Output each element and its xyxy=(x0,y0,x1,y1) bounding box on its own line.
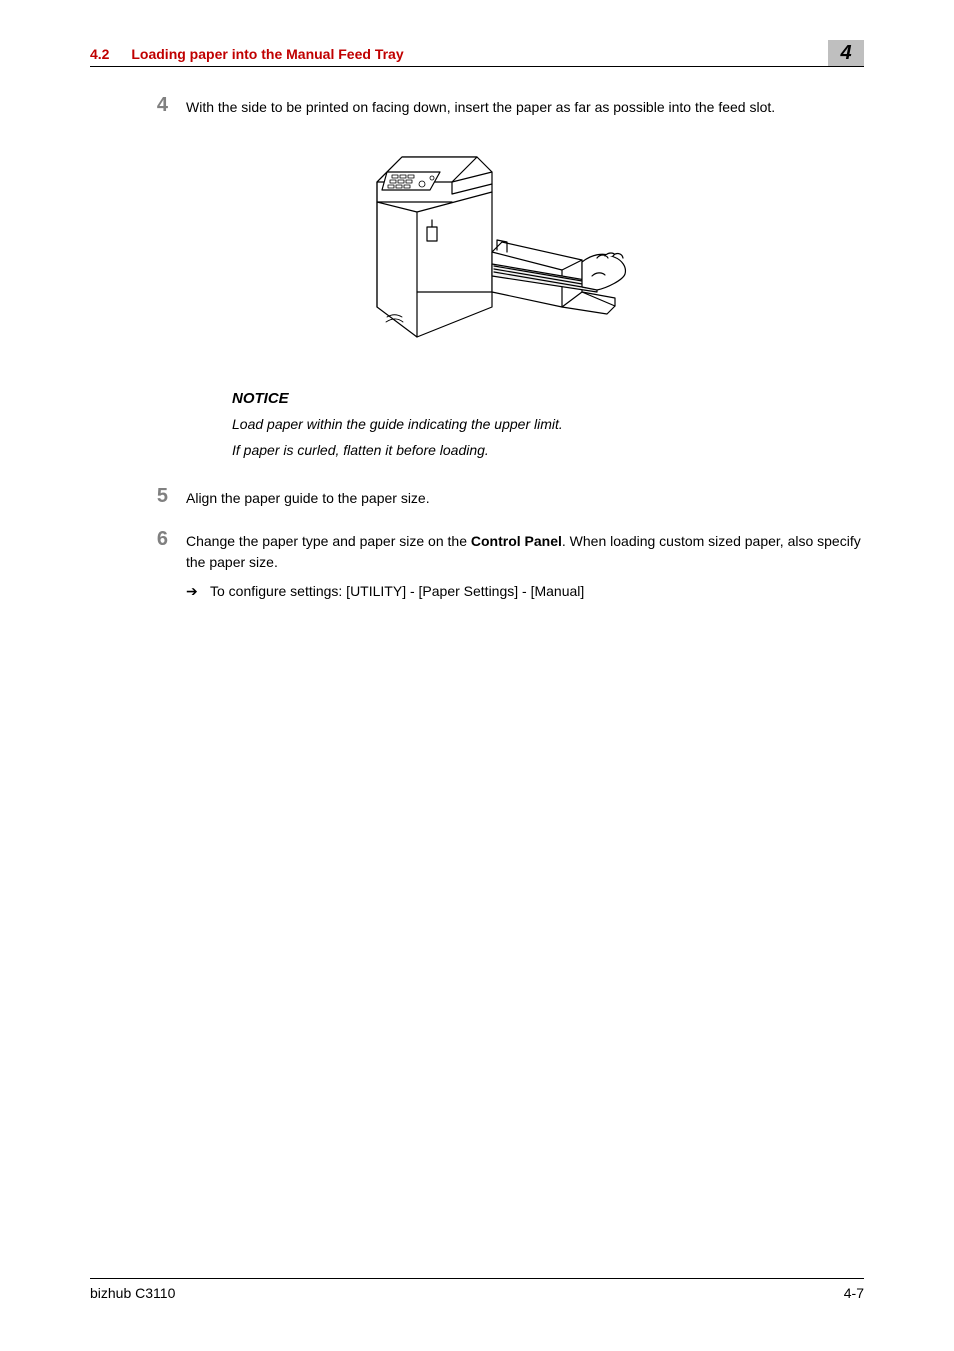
substep-text: To configure settings: [UTILITY] - [Pape… xyxy=(210,581,864,602)
page-header: 4.2 Loading paper into the Manual Feed T… xyxy=(90,40,864,67)
section-heading: 4.2 Loading paper into the Manual Feed T… xyxy=(90,46,828,62)
section-title: Loading paper into the Manual Feed Tray xyxy=(131,46,403,62)
step-6: 6 Change the paper type and paper size o… xyxy=(120,529,864,602)
footer-right: 4-7 xyxy=(844,1285,864,1301)
notice-line-2: If paper is curled, flatten it before lo… xyxy=(232,439,864,461)
printer-svg-icon xyxy=(342,142,642,362)
step-number: 6 xyxy=(120,529,186,549)
arrow-icon: ➔ xyxy=(186,581,210,602)
step-text-pre: Change the paper type and paper size on … xyxy=(186,533,471,549)
step-body: Align the paper guide to the paper size. xyxy=(186,486,864,515)
notice-block: NOTICE Load paper within the guide indic… xyxy=(232,390,864,462)
step-number: 4 xyxy=(120,95,186,115)
step-body: With the side to be printed on facing do… xyxy=(186,95,864,124)
chapter-number: 4 xyxy=(840,42,851,65)
chapter-tab: 4 xyxy=(828,40,864,66)
step-body: Change the paper type and paper size on … xyxy=(186,529,864,602)
section-number: 4.2 xyxy=(90,46,109,62)
step-5: 5 Align the paper guide to the paper siz… xyxy=(120,486,864,515)
step-4: 4 With the side to be printed on facing … xyxy=(120,95,864,124)
content-area: 4 With the side to be printed on facing … xyxy=(90,95,864,602)
step-text-bold: Control Panel xyxy=(471,533,562,549)
step-number: 5 xyxy=(120,486,186,506)
page-footer: bizhub C3110 4-7 xyxy=(90,1278,864,1301)
step-text: Align the paper guide to the paper size. xyxy=(186,488,864,509)
substep: ➔ To configure settings: [UTILITY] - [Pa… xyxy=(186,581,864,602)
step-text: With the side to be printed on facing do… xyxy=(186,97,864,118)
step-text: Change the paper type and paper size on … xyxy=(186,531,864,573)
notice-title: NOTICE xyxy=(232,390,864,407)
footer-left: bizhub C3110 xyxy=(90,1285,175,1301)
figure-printer-illustration xyxy=(120,142,864,362)
notice-line-1: Load paper within the guide indicating t… xyxy=(232,413,864,435)
